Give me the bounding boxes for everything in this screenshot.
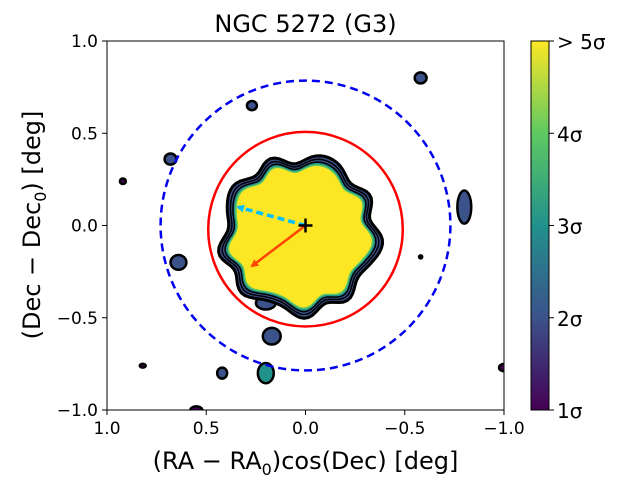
contour-blob xyxy=(118,177,128,186)
contour-blob xyxy=(245,99,259,112)
contour-blob xyxy=(456,189,473,225)
colorbar-ticks: 1σ 2σ 3σ 4σ > 5σ xyxy=(549,30,606,423)
x-tick-label: −1.0 xyxy=(483,419,524,439)
contour-blob xyxy=(163,152,178,166)
contour-blob xyxy=(215,366,229,380)
y-tick-label: 0.0 xyxy=(71,217,98,237)
colorbar-tick-label: > 5σ xyxy=(557,30,606,54)
y-tick-label: −0.5 xyxy=(57,309,98,329)
center-plus-marker xyxy=(298,218,313,233)
y-tick-label: 0.5 xyxy=(71,124,98,144)
x-tick-label: 0.0 xyxy=(292,419,319,439)
contour-blobs xyxy=(118,71,504,410)
contour-blob xyxy=(417,254,424,260)
contour-blob xyxy=(169,253,188,272)
gradient-arrow xyxy=(250,224,307,268)
colorbar-tick-label: 3σ xyxy=(557,215,583,239)
x-tick-label: 1.0 xyxy=(93,419,120,439)
colorbar-tick-label: 1σ xyxy=(557,399,583,423)
x-axis-label: (RA − RA0)cos(Dec) [deg] xyxy=(153,447,459,479)
tidal-radius-circle xyxy=(206,130,405,328)
main-contour-level xyxy=(229,166,372,308)
plot-area xyxy=(118,71,504,410)
chart-title: NGC 5272 (G3) xyxy=(214,10,396,38)
y-axis-ticks: 1.0 0.5 0.0 −0.5 −1.0 xyxy=(57,32,107,421)
x-axis-ticks: 1.0 0.5 0.0 −0.5 −1.0 xyxy=(93,410,525,439)
colorbar xyxy=(530,40,550,411)
contour-blob xyxy=(413,71,428,85)
y-tick-label: −1.0 xyxy=(57,401,98,421)
colorbar-tick-label: 2σ xyxy=(557,307,583,331)
proper-motion-arrow xyxy=(236,204,306,228)
y-axis-label: (Dec − Dec0) [deg] xyxy=(18,111,50,340)
y-tick-label: 1.0 xyxy=(71,32,98,52)
colorbar-tick-label: 4σ xyxy=(557,122,583,146)
x-tick-label: 0.5 xyxy=(193,419,220,439)
contour-blob xyxy=(256,361,275,385)
contour-blob xyxy=(497,362,504,373)
outer-radius-circle xyxy=(159,79,452,372)
contour-blob xyxy=(138,362,147,369)
main-cluster-contour xyxy=(217,154,385,320)
contour-blob xyxy=(261,326,282,346)
x-tick-label: −0.5 xyxy=(384,419,425,439)
